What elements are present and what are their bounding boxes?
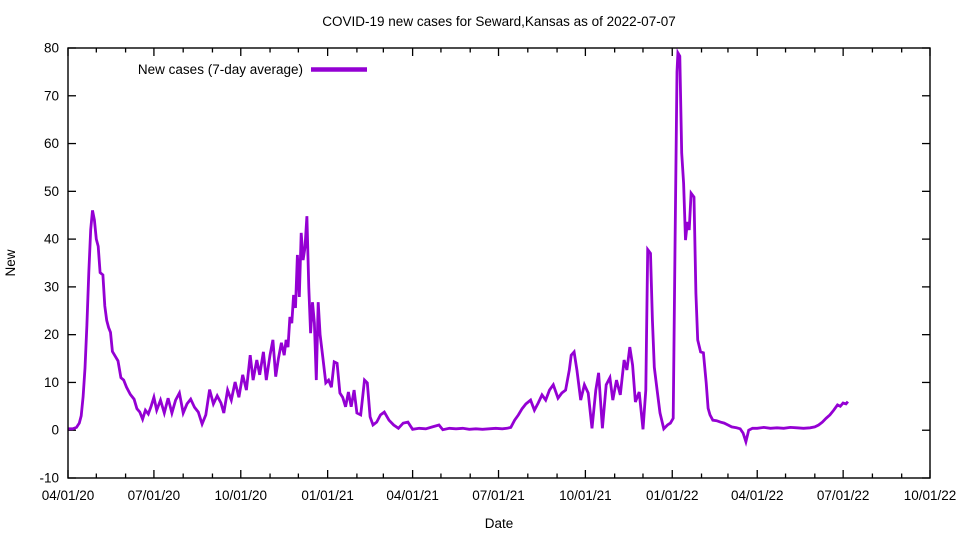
y-axis-label: New: [3, 249, 18, 276]
y-tick-label: 0: [51, 423, 59, 438]
cases-line: [68, 47, 849, 447]
x-tick-label: 04/01/22: [731, 488, 784, 503]
y-tick-label: 60: [44, 136, 59, 151]
cases-line-series: [68, 47, 849, 447]
x-tick-label: 01/01/22: [646, 488, 699, 503]
x-tick-label: 07/01/22: [817, 488, 870, 503]
x-tick-label: 10/01/22: [904, 488, 957, 503]
axis-ticks: -10 0 10 20 30 40 50 60 70 80 04/01/20 07/01/20 10/0…: [39, 41, 956, 504]
y-tick-label: 30: [44, 279, 59, 294]
x-tick-label: 07/01/20: [128, 488, 181, 503]
y-tick-label: 70: [44, 88, 59, 103]
x-axis-label: Date: [485, 516, 514, 531]
x-tick-label: 01/01/21: [301, 488, 354, 503]
x-tick-label: 07/01/21: [472, 488, 525, 503]
y-tick-label: 10: [44, 375, 59, 390]
plot-border: [67, 47, 931, 479]
y-tick-label: 20: [44, 327, 59, 342]
legend: New cases (7-day average): [138, 62, 367, 77]
y-tick-label: 50: [44, 184, 59, 199]
x-tick-label: 04/01/20: [42, 488, 95, 503]
x-tick-label: 10/01/20: [214, 488, 267, 503]
legend-label: New cases (7-day average): [138, 62, 303, 77]
x-tick-label: 04/01/21: [386, 488, 439, 503]
chart-title: COVID-19 new cases for Seward,Kansas as …: [322, 14, 675, 29]
y-tick-label: 80: [44, 41, 59, 56]
y-tick-label: 40: [44, 232, 59, 247]
y-tick-label: -10: [39, 471, 59, 486]
x-tick-label: 10/01/21: [559, 488, 612, 503]
